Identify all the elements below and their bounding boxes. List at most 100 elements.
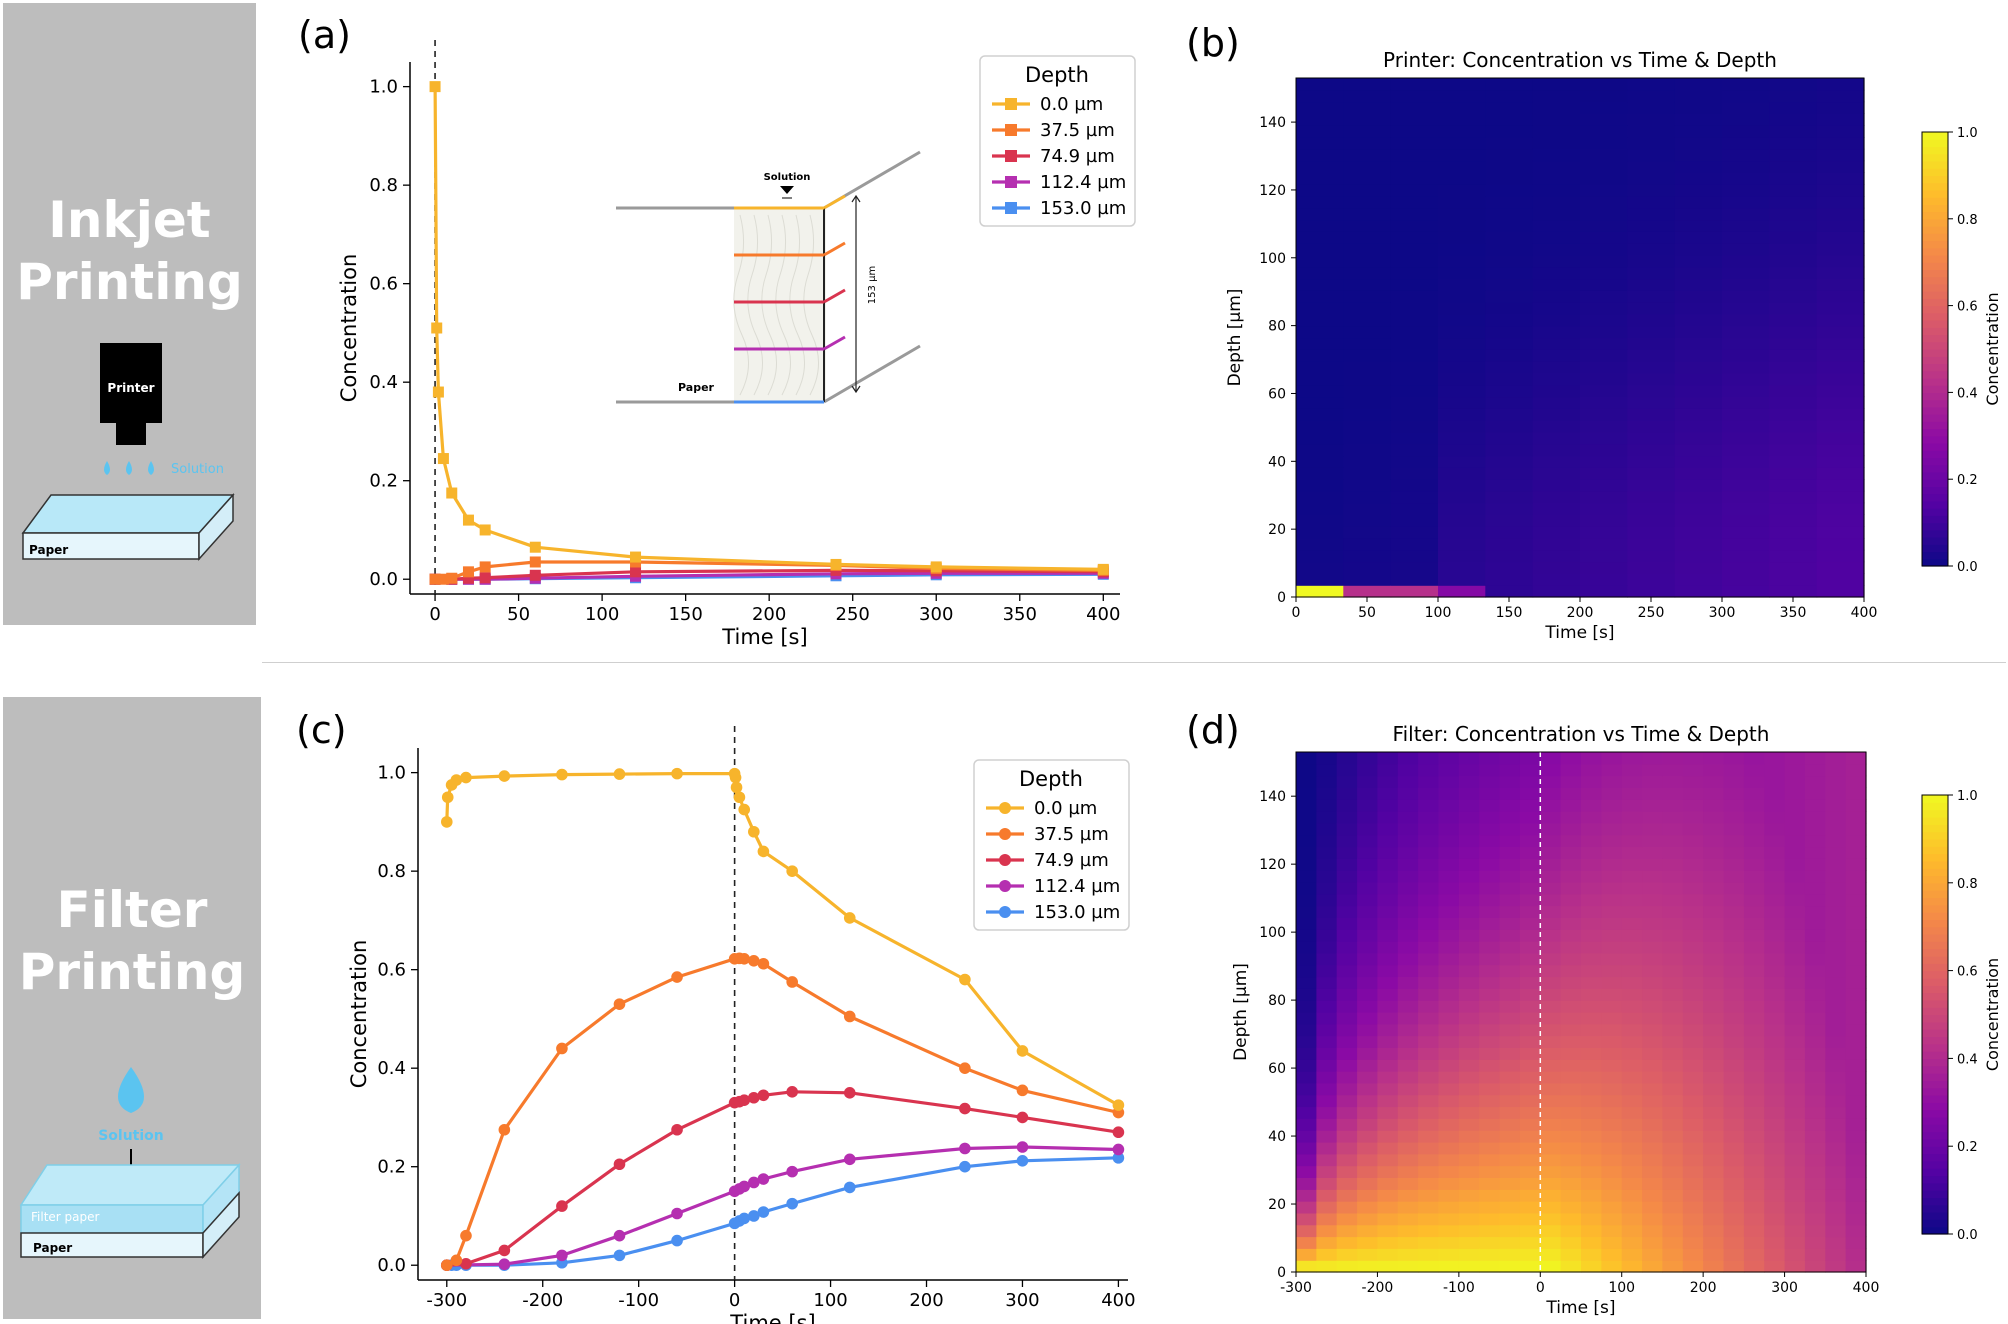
heatmap-cell (1357, 1012, 1379, 1025)
heatmap-cell (1769, 431, 1818, 445)
heatmap-cell (1722, 101, 1770, 114)
heatmap-cell (1621, 846, 1643, 859)
heatmap-cell (1438, 490, 1486, 504)
heatmap-cell (1418, 917, 1440, 930)
heatmap-cell (1682, 834, 1704, 848)
heatmap-cell (1377, 1201, 1399, 1214)
heatmap-cell (1703, 775, 1725, 788)
colorbar-swatch (1922, 1021, 1948, 1030)
heatmap-cell (1722, 137, 1770, 150)
heatmap-cell (1418, 882, 1440, 895)
heatmap-cell (1743, 1236, 1765, 1249)
heatmap-cell (1825, 1000, 1847, 1013)
y-tick-label: 0.0 (369, 569, 398, 590)
heatmap-cell (1316, 976, 1338, 989)
heatmap-cell (1723, 1118, 1745, 1131)
heatmap-cell (1479, 882, 1501, 895)
heatmap-cell (1580, 349, 1628, 362)
inkjet-paper-label: Paper (29, 543, 68, 557)
heatmap-cell (1343, 137, 1392, 150)
heatmap-cell (1682, 787, 1704, 800)
heatmap-cell (1336, 1035, 1358, 1048)
heatmap-cell (1764, 1142, 1786, 1155)
data-point (757, 1089, 770, 1102)
heatmap-cell (1532, 408, 1581, 421)
colorbar-swatch (1922, 450, 1948, 459)
heatmap-cell (1804, 917, 1826, 930)
colorbar-swatch (1922, 897, 1948, 906)
data-point (450, 1254, 463, 1267)
heatmap-cell (1357, 775, 1379, 788)
data-point (440, 816, 453, 828)
colorbar-swatch (1922, 320, 1948, 328)
heatmap-cell (1418, 1260, 1440, 1273)
heatmap-cell (1357, 1165, 1379, 1178)
heatmap-cell (1703, 1153, 1725, 1167)
heatmap-cell (1601, 1059, 1623, 1072)
heatmap-cell (1357, 941, 1379, 954)
heatmap-cell (1621, 763, 1643, 777)
heatmap-cell (1580, 455, 1628, 468)
heatmap-cell (1682, 1142, 1704, 1155)
colorbar-swatch (1922, 291, 1948, 299)
heatmap-cell (1485, 137, 1534, 150)
heatmap-cell (1580, 384, 1628, 398)
heatmap-cell (1499, 775, 1521, 788)
heatmap-cell (1519, 799, 1541, 812)
heatmap-cell (1479, 1201, 1501, 1214)
inkjet-title-line1: Inkjet (48, 191, 211, 249)
heatmap-cell (1540, 870, 1562, 883)
heatmap-cell (1845, 1118, 1867, 1131)
heatmap-cell (1621, 952, 1643, 966)
data-point (1112, 1099, 1125, 1111)
heatmap-cell (1316, 1012, 1338, 1025)
y-tick-label: 0.4 (369, 372, 398, 393)
colorbar-swatch (1922, 1014, 1948, 1023)
y-tick-label: 0 (1277, 590, 1286, 606)
heatmap-cell (1499, 1118, 1521, 1131)
heatmap-cell (1357, 1236, 1379, 1249)
heatmap-cell (1845, 787, 1867, 800)
heatmap-cell (1804, 952, 1826, 966)
heatmap-title-b: Printer: Concentration vs Time & Depth (1383, 48, 1777, 72)
heatmap-cell (1296, 184, 1344, 197)
heatmap-cell (1845, 858, 1867, 871)
heatmap-cell (1438, 1023, 1460, 1037)
heatmap-cell (1540, 905, 1562, 918)
heatmap-cell (1769, 101, 1818, 114)
heatmap-cell (1662, 811, 1684, 824)
heatmap-cell (1674, 408, 1723, 421)
y-tick-label: 0.2 (377, 1157, 406, 1178)
colorbar-swatch (1922, 175, 1948, 184)
heatmap-cell (1722, 196, 1770, 209)
heatmap-cell (1642, 1118, 1664, 1131)
colorbar-swatch (1922, 795, 1948, 803)
heatmap-cell (1682, 976, 1704, 989)
heatmap-cell (1743, 752, 1765, 765)
heatmap-cell (1722, 290, 1770, 303)
heatmap-cell (1845, 1071, 1867, 1084)
heatmap-cell (1722, 148, 1770, 162)
heatmap-cell (1816, 443, 1865, 457)
heatmap-cell (1769, 573, 1818, 586)
data-point (738, 1180, 751, 1193)
heatmap-cell (1627, 361, 1676, 374)
heatmap-cell (1390, 561, 1439, 574)
heatmap-cell (1769, 526, 1818, 539)
x-tick-label: 200 (1567, 605, 1594, 621)
heatmap-cell (1674, 137, 1723, 150)
legend-marker (999, 906, 1011, 918)
data-point (613, 1249, 626, 1262)
heatmap-cell (1722, 443, 1770, 457)
heatmap-cell (1580, 420, 1628, 433)
heatmap-cell (1601, 870, 1623, 883)
heatmap-cell (1397, 858, 1419, 871)
heatmap-cell (1316, 1059, 1338, 1072)
data-point (446, 572, 458, 584)
heatmap-cell (1627, 78, 1676, 91)
heatmap-cell (1519, 1201, 1541, 1214)
heatmap-cell (1296, 113, 1344, 126)
heatmap-cell (1816, 266, 1865, 280)
heatmap-cell (1621, 893, 1643, 907)
heatmap-cell (1390, 78, 1439, 91)
